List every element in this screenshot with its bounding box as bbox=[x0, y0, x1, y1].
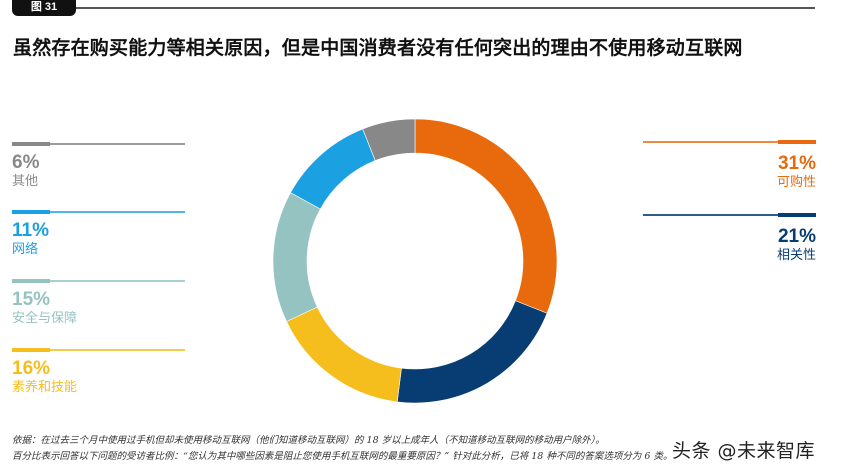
legend-swatch bbox=[12, 142, 50, 146]
legend-rule bbox=[12, 211, 185, 213]
legend-rule bbox=[12, 349, 185, 351]
top-rule bbox=[76, 7, 815, 9]
legend-swatch bbox=[12, 348, 50, 352]
donut-segment bbox=[414, 119, 557, 314]
legend-label: 相关性 bbox=[776, 248, 816, 263]
donut-segment bbox=[396, 300, 548, 403]
legend-percent: 21% bbox=[777, 226, 816, 247]
legend-rule bbox=[643, 141, 816, 143]
legend-rule bbox=[12, 143, 185, 145]
footnote-line-2: 百分比表示回答以下问题的受访者比例：“您认为其中哪些因素是阻止您使用手机互联网的… bbox=[12, 451, 673, 462]
legend-rule bbox=[12, 280, 185, 282]
legend-percent: 31% bbox=[777, 153, 816, 174]
legend-label: 其他 bbox=[12, 174, 39, 189]
legend-percent: 15% bbox=[12, 289, 51, 310]
footnote-line-1: 依据：在过去三个月中使用过手机但却未使用移动互联网（他们知道移动互联网）的 18… bbox=[12, 435, 605, 446]
donut-segment bbox=[290, 128, 376, 210]
legend-label: 可购性 bbox=[776, 175, 816, 190]
legend-swatch bbox=[12, 210, 50, 214]
legend-swatch bbox=[778, 140, 816, 144]
legend-swatch bbox=[778, 213, 816, 217]
legend-percent: 16% bbox=[12, 358, 51, 379]
legend-percent: 6% bbox=[12, 152, 40, 173]
donut-segment bbox=[286, 306, 402, 403]
legend-rule bbox=[643, 214, 816, 216]
donut-chart bbox=[273, 119, 557, 403]
donut-segments bbox=[273, 119, 557, 403]
donut-segment bbox=[362, 119, 416, 161]
legend-label: 网络 bbox=[12, 242, 39, 257]
legend-swatch bbox=[12, 279, 50, 283]
footnote: 依据：在过去三个月中使用过手机但却未使用移动互联网（他们知道移动互联网）的 18… bbox=[12, 433, 672, 465]
chart-title: 虽然存在购买能力等相关原因，但是中国消费者没有任何突出的理由不使用移动互联网 bbox=[13, 37, 743, 59]
legend-label: 安全与保障 bbox=[12, 311, 78, 326]
watermark: 头条 @未来智库 bbox=[672, 440, 816, 462]
donut-segment bbox=[273, 192, 321, 322]
figure-number-tag: 图 31 bbox=[12, 0, 76, 16]
legend-percent: 11% bbox=[12, 220, 49, 241]
legend-label: 素养和技能 bbox=[12, 380, 78, 395]
